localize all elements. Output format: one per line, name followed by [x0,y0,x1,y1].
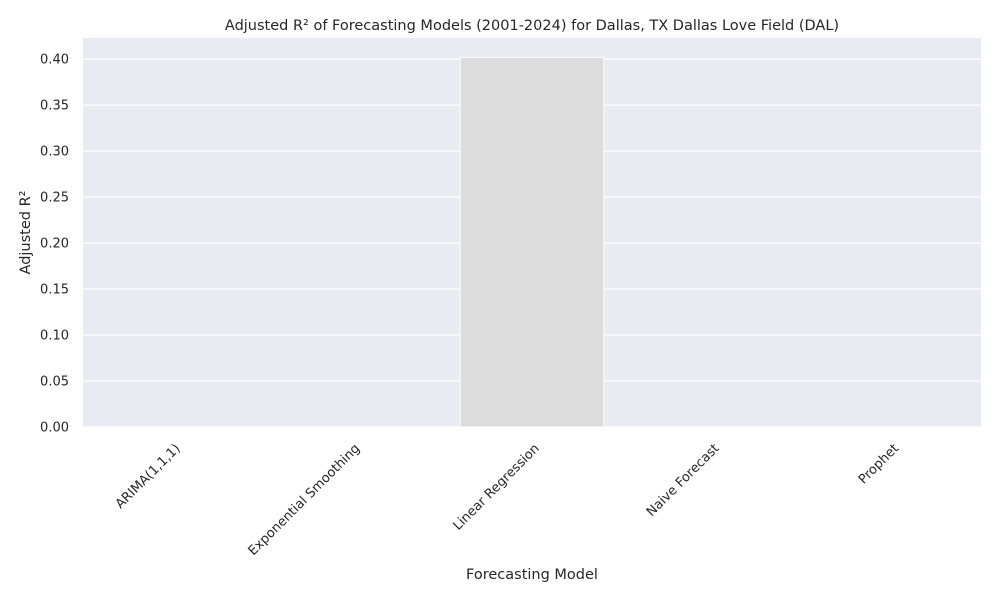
bar-linear-regression [459,56,605,428]
y-tick-label: 0.35 [40,99,69,114]
chart-title: Adjusted R² of Forecasting Models (2001-… [225,18,839,34]
x-tick-label: Naive Forecast [644,441,723,520]
y-tick-label: 0.30 [40,145,69,160]
y-tick-labels: 0.00 0.05 0.10 0.15 0.20 0.25 0.30 0.35 0.40 [40,53,69,436]
x-tick-label: ARIMA(1,1,1) [113,441,184,512]
y-tick-label: 0.25 [40,191,69,206]
y-tick-label: 0.10 [40,329,69,344]
x-tick-label: Prophet [856,441,902,487]
y-tick-label: 0.15 [40,283,69,298]
y-tick-label: 0.20 [40,237,69,252]
x-tick-label: Linear Regression [450,441,542,533]
bars [459,56,605,428]
y-tick-label: 0.05 [40,375,69,390]
y-axis-label: Adjusted R² [18,191,34,275]
x-tick-label: Exponential Smoothing [246,441,364,559]
x-tick-labels: ARIMA(1,1,1) Exponential Smoothing Linear … [113,441,902,559]
y-tick-label: 0.00 [40,421,69,436]
y-tick-label: 0.40 [40,53,69,68]
x-axis-label: Forecasting Model [466,567,598,583]
